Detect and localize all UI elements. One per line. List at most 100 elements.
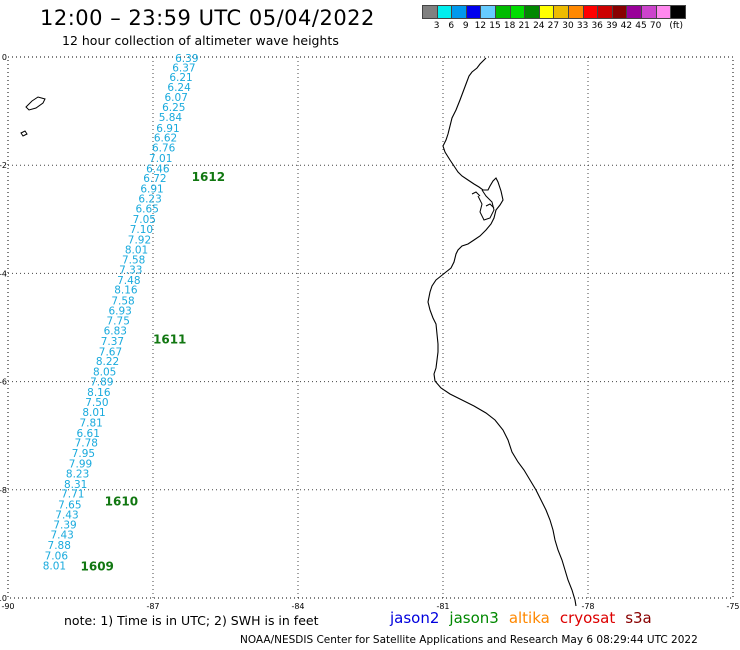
legend-label: 30: [562, 21, 574, 31]
legend-label: 33: [576, 21, 589, 31]
satellite-cryosat: cryosat: [559, 609, 616, 627]
map-grid: [7, 56, 734, 599]
swh-value: 6.07: [165, 92, 188, 104]
lon-tick-label: -90: [1, 602, 14, 611]
legend-label: (ft): [669, 21, 683, 31]
swh-value: 7.33: [119, 265, 142, 277]
chart-title: 12:00 – 23:59 UTC 05/04/2022: [40, 6, 375, 30]
swh-value: 8.01: [43, 561, 66, 573]
axis-ticks: -90 -87 -84 -81 -78 -75 0 -2 -4 -6 -8 -10: [0, 53, 740, 611]
legend-labels: 3 6 9 12 15 18 21 24 27 30 33 36 39 42 45 70 (ft): [422, 19, 685, 31]
swh-value: 6.39: [175, 53, 198, 65]
satellite-jason3: jason3: [449, 609, 499, 627]
swh-value: 6.21: [169, 72, 192, 84]
swh-measurements: 6.396.376.216.246.076.255.846.916.626.76…: [43, 53, 199, 572]
satellite-altika: altika: [508, 609, 550, 627]
swh-value: 6.61: [77, 428, 100, 440]
legend-label: 3: [433, 21, 440, 31]
swh-value: 7.06: [45, 550, 69, 562]
lon-tick-label: -78: [581, 602, 594, 611]
legend-label: 45: [635, 21, 647, 31]
legend-swatch: [670, 5, 686, 19]
legend-label: 42: [620, 21, 633, 31]
swh-value: 7.78: [75, 438, 98, 450]
legend-label: 18: [503, 21, 516, 31]
swh-value: 6.25: [162, 102, 185, 114]
lat-tick-label: -6: [0, 378, 7, 387]
swh-value: 8.22: [96, 356, 119, 368]
swh-value: 7.39: [53, 519, 76, 531]
swh-value: 8.31: [64, 479, 87, 491]
swh-value: 7.99: [69, 458, 92, 470]
pass-time-label: 1609: [81, 560, 114, 574]
swh-value: 7.50: [85, 397, 108, 409]
swh-value: 8.23: [66, 469, 89, 481]
swh-value: 6.24: [167, 82, 191, 94]
legend-label: 12: [474, 21, 487, 31]
swh-value: 7.58: [122, 254, 145, 266]
swh-value: 6.91: [140, 183, 163, 195]
satellite-jason2: jason2: [390, 609, 440, 627]
swh-value: 7.75: [107, 315, 130, 327]
swh-value: 7.43: [55, 510, 78, 522]
satellite-legend: jason2 jason3 altika cryosat s3a: [390, 609, 662, 627]
note-text: note: 1) Time is in UTC; 2) SWH is in fe…: [64, 613, 319, 628]
swh-value: 7.01: [149, 153, 172, 165]
swh-value: 7.95: [72, 448, 95, 460]
credit-text: NOAA/NESDIS Center for Satellite Applica…: [240, 634, 698, 646]
gulf-of-guayaquil: [471, 189, 495, 221]
satellite-s3a: s3a: [625, 609, 652, 627]
legend-label: 21: [518, 21, 530, 31]
swh-value: 8.16: [114, 285, 138, 297]
lon-tick-label: -75: [726, 602, 739, 611]
legend-label: 39: [606, 21, 618, 31]
swh-value: 6.91: [156, 123, 179, 135]
pass-time-label: 1612: [192, 170, 225, 184]
swh-value: 7.88: [48, 540, 71, 552]
swh-value: 7.37: [101, 336, 124, 348]
lon-tick-label: -81: [436, 602, 449, 611]
legend-label: 24: [533, 21, 545, 31]
swh-value: 7.89: [90, 377, 113, 389]
swh-value: 8.16: [87, 387, 111, 399]
pass-times: 1612 1611 1610 1609: [81, 170, 226, 574]
galapagos-island-1: [25, 96, 46, 111]
swh-value: 6.62: [154, 133, 177, 145]
land: [20, 57, 577, 607]
swh-value: 8.01: [125, 245, 148, 257]
lon-tick-label: -84: [291, 602, 304, 611]
legend-label: 70: [649, 21, 662, 31]
legend-color-scale: [422, 5, 686, 19]
legend-label: 6: [448, 21, 455, 31]
swh-value: 6.83: [104, 326, 127, 338]
chart-subtitle: 12 hour collection of altimeter wave hei…: [62, 33, 339, 48]
lat-tick-label: -2: [0, 161, 7, 170]
swh-value: 7.81: [79, 418, 102, 430]
swh-value: 5.84: [159, 112, 183, 124]
swh-value: 7.10: [130, 224, 153, 236]
pass-time-label: 1611: [153, 332, 186, 346]
swh-value: 6.37: [172, 62, 195, 74]
lat-tick-label: -4: [0, 269, 7, 278]
legend-label: 27: [547, 21, 560, 31]
lat-tick-label: 0: [2, 53, 7, 62]
swh-value: 6.76: [152, 142, 176, 154]
swh-value: 7.65: [58, 499, 81, 511]
swh-value: 6.72: [143, 173, 166, 185]
color-legend: 3 6 9 12 15 18 21 24 27 30 33 36 39 42 45 70 (ft): [422, 5, 686, 31]
legend-label: 9: [462, 21, 469, 31]
swh-value: 7.43: [50, 530, 73, 542]
swh-value: 7.92: [128, 234, 151, 246]
swh-value: 8.01: [82, 407, 105, 419]
swh-value: 6.46: [146, 163, 170, 175]
swh-value: 7.58: [111, 295, 134, 307]
legend-label: 15: [489, 21, 501, 31]
legend-label: 36: [591, 21, 603, 31]
lat-tick-label: -10: [0, 594, 7, 603]
pass-time-label: 1610: [105, 495, 138, 509]
swh-value: 7.67: [99, 346, 122, 358]
swh-value: 6.65: [136, 203, 159, 215]
lon-tick-label: -87: [146, 602, 159, 611]
swh-value: 7.71: [61, 489, 84, 501]
